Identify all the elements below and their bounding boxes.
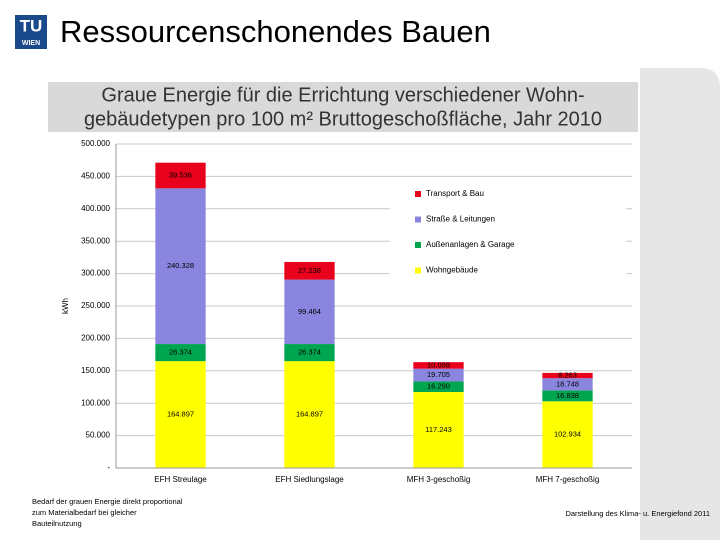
bar-segment: [155, 344, 206, 362]
footnote: Bedarf der grauen Energie direkt proport…: [32, 497, 183, 506]
data-label: 18.748: [556, 379, 579, 388]
bar-segment: [413, 392, 464, 468]
x-tick-label: EFH Streulage: [154, 475, 207, 484]
bar-segment: [155, 361, 206, 468]
x-tick-label: MFH 7-geschoßig: [536, 475, 600, 484]
data-label: 26.374: [298, 348, 321, 357]
y-tick-label: 350.000: [81, 236, 110, 245]
bar-segment: [413, 362, 464, 369]
legend-swatch: [415, 267, 421, 274]
bar-segment: [284, 261, 335, 280]
legend-label: Wohngebäude: [426, 266, 478, 275]
y-tick-label: -: [107, 463, 110, 472]
title-band: [48, 82, 638, 132]
y-tick-label: 500.000: [81, 139, 110, 148]
bar-segment: [413, 381, 464, 393]
y-tick-label: 400.000: [81, 204, 110, 213]
legend-swatch: [415, 191, 421, 197]
legend-label: Transport & Bau: [426, 189, 484, 198]
data-label: 27.238: [298, 266, 321, 275]
background-panel: [640, 68, 720, 540]
data-label: 99.464: [298, 307, 321, 316]
data-label: 16.838: [556, 391, 579, 400]
bar-segment: [542, 378, 593, 391]
logo: [15, 15, 47, 49]
data-label: 39.536: [169, 170, 192, 179]
y-tick-label: 200.000: [81, 334, 110, 343]
footnote: Bauteilnutzung: [32, 519, 82, 528]
bar-segment: [542, 390, 593, 402]
data-label: 117.243: [425, 425, 452, 434]
logo-bottom: WIEN: [22, 40, 40, 47]
y-tick-label: 450.000: [81, 172, 110, 181]
footnote: zum Materialbedarf bei gleicher: [32, 508, 137, 517]
data-label: 164.897: [167, 410, 194, 419]
data-label: 240.328: [167, 261, 194, 270]
logo-top: TU: [20, 16, 43, 35]
bar-segment: [155, 162, 206, 189]
data-label: 102.934: [554, 430, 581, 439]
chart-title: Graue Energie für die Errichtung verschi…: [101, 84, 584, 106]
bar-segment: [284, 344, 335, 362]
bar-segment: [155, 188, 206, 345]
data-label: 16.290: [427, 382, 450, 391]
bar-segment: [542, 372, 593, 379]
y-tick-label: 250.000: [81, 301, 110, 310]
bar-segment: [284, 279, 335, 345]
y-tick-label: 150.000: [81, 366, 110, 375]
data-label: 19.705: [427, 370, 450, 379]
y-axis-label: kWh: [61, 298, 70, 314]
legend-swatch: [415, 242, 421, 248]
bar-segment: [413, 368, 464, 382]
slide-title: Ressourcenschonendes Bauen: [60, 14, 491, 49]
x-tick-label: EFH Siedlungslage: [275, 475, 344, 484]
data-label: 8.263: [558, 371, 577, 380]
y-tick-label: 50.000: [86, 431, 111, 440]
chart-title: gebäudetypen pro 100 m² Bruttogeschoßflä…: [84, 108, 602, 130]
y-tick-label: 100.000: [81, 398, 110, 407]
data-label: 26.374: [169, 348, 192, 357]
x-tick-label: MFH 3-geschoßig: [407, 475, 471, 484]
bar-segment: [284, 361, 335, 468]
legend-box: [390, 182, 626, 282]
legend-swatch: [415, 216, 421, 223]
data-label: 164.897: [296, 410, 323, 419]
bar-segment: [542, 401, 593, 468]
data-label: 10.098: [427, 360, 450, 369]
legend-label: Straße & Leitungen: [426, 215, 495, 224]
legend-label: Außenanlagen & Garage: [426, 240, 515, 249]
y-tick-label: 300.000: [81, 269, 110, 278]
source: Darstellung des Klima- u. Energiefond 20…: [565, 509, 710, 518]
